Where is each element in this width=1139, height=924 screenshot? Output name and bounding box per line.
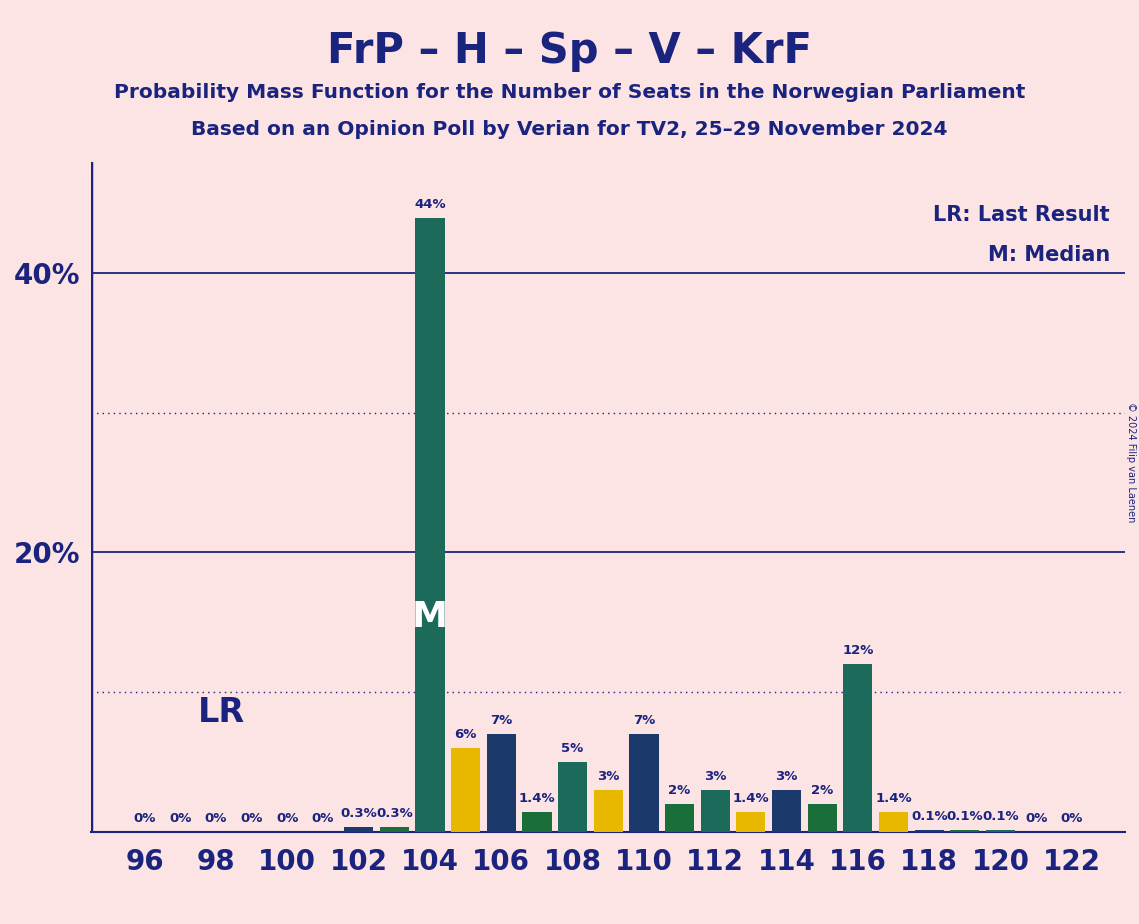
Text: 3%: 3% xyxy=(776,770,797,783)
Bar xyxy=(772,790,801,832)
Bar xyxy=(523,812,551,832)
Text: 7%: 7% xyxy=(633,714,655,727)
Bar xyxy=(808,804,837,832)
Text: 0.3%: 0.3% xyxy=(376,808,412,821)
Bar xyxy=(486,734,516,832)
Text: 0%: 0% xyxy=(205,811,227,824)
Bar xyxy=(416,217,444,832)
Text: 0.3%: 0.3% xyxy=(341,808,377,821)
Text: 0%: 0% xyxy=(169,811,191,824)
Bar xyxy=(593,790,623,832)
Text: 0%: 0% xyxy=(276,811,298,824)
Bar xyxy=(344,827,374,832)
Bar xyxy=(629,734,658,832)
Text: 7%: 7% xyxy=(490,714,513,727)
Bar xyxy=(379,827,409,832)
Bar xyxy=(558,761,588,832)
Text: 0%: 0% xyxy=(1025,811,1048,824)
Text: 6%: 6% xyxy=(454,728,477,741)
Text: M: Median: M: Median xyxy=(988,246,1109,265)
Bar xyxy=(986,830,1015,832)
Text: Probability Mass Function for the Number of Seats in the Norwegian Parliament: Probability Mass Function for the Number… xyxy=(114,83,1025,103)
Bar xyxy=(879,812,908,832)
Text: 44%: 44% xyxy=(415,198,445,211)
Text: 3%: 3% xyxy=(597,770,620,783)
Bar xyxy=(665,804,694,832)
Text: 5%: 5% xyxy=(562,742,583,755)
Text: 12%: 12% xyxy=(842,644,874,657)
Text: LR: LR xyxy=(198,697,245,729)
Text: 2%: 2% xyxy=(811,784,834,796)
Text: FrP – H – Sp – V – KrF: FrP – H – Sp – V – KrF xyxy=(327,30,812,71)
Text: 0.1%: 0.1% xyxy=(911,810,948,823)
Text: 1.4%: 1.4% xyxy=(732,792,769,805)
Text: 1.4%: 1.4% xyxy=(875,792,912,805)
Text: 0%: 0% xyxy=(312,811,334,824)
Bar xyxy=(915,830,944,832)
Text: 0.1%: 0.1% xyxy=(947,810,983,823)
Text: Based on an Opinion Poll by Verian for TV2, 25–29 November 2024: Based on an Opinion Poll by Verian for T… xyxy=(191,120,948,140)
Bar xyxy=(736,812,765,832)
Bar xyxy=(451,748,481,832)
Bar xyxy=(950,830,980,832)
Text: 0%: 0% xyxy=(240,811,263,824)
Text: 2%: 2% xyxy=(669,784,690,796)
Text: LR: Last Result: LR: Last Result xyxy=(933,205,1109,225)
Text: 0%: 0% xyxy=(133,811,156,824)
Text: 3%: 3% xyxy=(704,770,727,783)
Text: 0.1%: 0.1% xyxy=(982,810,1018,823)
Bar xyxy=(700,790,730,832)
Bar xyxy=(843,664,872,832)
Text: 0%: 0% xyxy=(1060,811,1083,824)
Text: M: M xyxy=(412,600,448,634)
Text: © 2024 Filip van Laenen: © 2024 Filip van Laenen xyxy=(1126,402,1136,522)
Text: 1.4%: 1.4% xyxy=(518,792,555,805)
